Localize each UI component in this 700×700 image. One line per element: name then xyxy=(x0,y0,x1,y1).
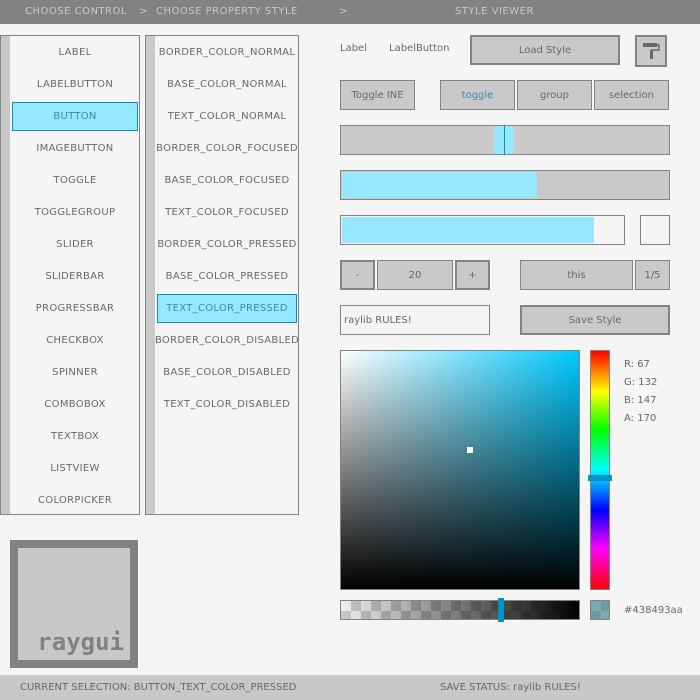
scrollbar[interactable] xyxy=(146,36,155,514)
alpha-value: A: 170 xyxy=(624,413,657,424)
list-item[interactable]: TEXTBOX xyxy=(50,431,100,442)
green-value: G: 132 xyxy=(624,377,658,388)
hue-bar[interactable] xyxy=(588,350,612,590)
logo-text: raygui xyxy=(37,628,124,656)
spinner-value[interactable]: 20 xyxy=(377,260,453,290)
combobox-selector[interactable]: 1/5 xyxy=(635,260,670,290)
list-item[interactable]: TOGGLE xyxy=(53,175,97,186)
slider-bar-fill xyxy=(342,172,537,198)
header-choose-control: CHOOSE CONTROL xyxy=(25,6,127,17)
list-item[interactable]: PROGRESSBAR xyxy=(35,303,115,314)
list-item[interactable]: SLIDER xyxy=(56,239,94,250)
slider-bar[interactable] xyxy=(340,170,670,200)
raygui-logo: raygui xyxy=(10,540,138,668)
toggle-button[interactable]: Toggle INE xyxy=(340,80,415,110)
toggle-group-item[interactable]: selection xyxy=(594,80,669,110)
list-item[interactable]: BORDER_COLOR_FOCUSED xyxy=(156,143,298,154)
save-style-button[interactable]: Save Style xyxy=(520,305,670,335)
status-bar-save: SAVE STATUS: raylib RULES! xyxy=(420,675,700,700)
list-item[interactable]: TEXT_COLOR_FOCUSED xyxy=(165,207,289,218)
list-item[interactable]: TEXT_COLOR_NORMAL xyxy=(167,111,287,122)
spinner-decrement-button[interactable]: - xyxy=(340,260,375,290)
list-item[interactable]: LABELBUTTON xyxy=(36,79,114,90)
progress-fill xyxy=(342,217,594,243)
list-item[interactable]: LISTVIEW xyxy=(50,463,100,474)
label: Label xyxy=(340,43,367,54)
list-item[interactable]: BORDER_COLOR_NORMAL xyxy=(158,47,296,58)
list-item[interactable]: SLIDERBAR xyxy=(45,271,105,282)
list-item[interactable]: CHECKBOX xyxy=(46,335,104,346)
toggle-group-item[interactable]: group xyxy=(517,80,592,110)
controls-list[interactable]: LABEL LABELBUTTON BUTTON IMAGEBUTTON TOGGLE T… xyxy=(0,35,140,515)
color-picker-cursor[interactable] xyxy=(467,447,473,453)
status-bar-selection: CURRENT SELECTION: BUTTON_TEXT_COLOR_PRE… xyxy=(0,675,420,700)
header-bar: CHOOSE CONTROL > CHOOSE PROPERTY STYLE >… xyxy=(0,0,700,24)
alpha-bar-thumb[interactable] xyxy=(498,598,504,622)
progress-bar xyxy=(340,215,625,245)
list-item[interactable]: TEXT_COLOR_PRESSED xyxy=(157,294,297,323)
list-item[interactable]: BORDER_COLOR_PRESSED xyxy=(157,239,297,250)
color-swatch xyxy=(590,600,610,620)
alpha-bar[interactable] xyxy=(340,598,580,622)
list-item[interactable]: COMBOBOX xyxy=(44,399,106,410)
properties-list[interactable]: BORDER_COLOR_NORMAL BASE_COLOR_NORMAL TEXT… xyxy=(145,35,299,515)
red-value: R: 67 xyxy=(624,359,650,370)
list-item[interactable]: BASE_COLOR_PRESSED xyxy=(165,271,289,282)
list-item[interactable]: BASE_COLOR_DISABLED xyxy=(163,367,291,378)
blue-value: B: 147 xyxy=(624,395,657,406)
header-separator: > xyxy=(139,6,148,17)
paint-roller-icon xyxy=(643,43,660,59)
load-style-button[interactable]: Load Style xyxy=(470,35,620,65)
list-item[interactable]: IMAGEBUTTON xyxy=(36,143,114,154)
combobox[interactable]: this xyxy=(520,260,633,290)
text-box[interactable]: raylib RULES! xyxy=(340,305,490,335)
checkbox[interactable] xyxy=(640,215,670,245)
spinner-increment-button[interactable]: + xyxy=(455,260,490,290)
hex-value: #438493aa xyxy=(624,605,683,616)
list-item[interactable]: BORDER_COLOR_DISABLED xyxy=(154,335,300,346)
color-picker-panel[interactable] xyxy=(340,350,580,590)
header-choose-property: CHOOSE PROPERTY STYLE xyxy=(156,6,298,17)
header-separator: > xyxy=(339,6,348,17)
list-item[interactable]: BUTTON xyxy=(12,102,138,131)
list-item[interactable]: BASE_COLOR_FOCUSED xyxy=(164,175,290,186)
list-item[interactable]: COLORPICKER xyxy=(38,495,112,506)
list-item[interactable]: SPINNER xyxy=(52,367,98,378)
list-item[interactable]: BASE_COLOR_NORMAL xyxy=(167,79,287,90)
scrollbar[interactable] xyxy=(1,36,10,514)
slider[interactable] xyxy=(340,125,670,155)
hue-bar-thumb[interactable] xyxy=(588,475,612,481)
header-style-viewer: STYLE VIEWER xyxy=(455,6,534,17)
list-item[interactable]: TEXT_COLOR_DISABLED xyxy=(163,399,291,410)
list-item[interactable]: LABEL xyxy=(58,47,92,58)
label-button[interactable]: LabelButton xyxy=(389,43,450,54)
slider-thumb[interactable] xyxy=(494,126,514,154)
toggle-group-item[interactable]: toggle xyxy=(440,80,515,110)
image-button[interactable] xyxy=(635,35,667,67)
list-item[interactable]: TOGGLEGROUP xyxy=(34,207,116,218)
